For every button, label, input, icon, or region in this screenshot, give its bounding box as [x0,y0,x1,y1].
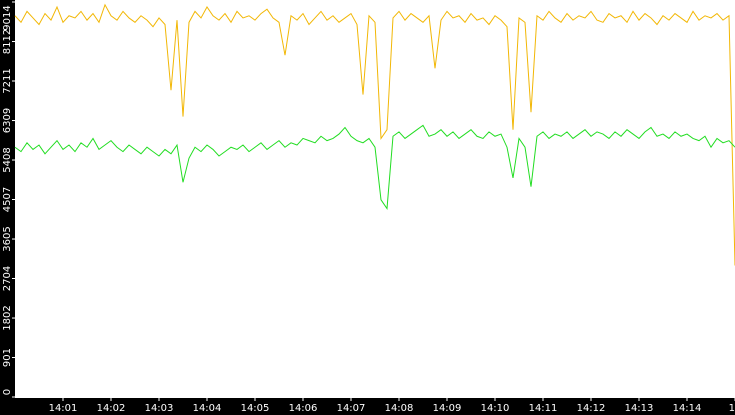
y-tick-label: 6309 [2,108,13,133]
series-line [14,3,735,266]
x-tick-label: 14:11 [529,403,558,414]
y-tick-label: 9014 [2,5,13,30]
x-axis-bar [0,398,735,415]
x-tick-label: 14:12 [577,403,606,414]
x-tick-label: 14:03 [145,403,174,414]
y-axis-bar [0,0,15,415]
x-tick-label: 14:06 [289,403,318,414]
x-tick-label: 14:02 [97,403,126,414]
y-tick-label: 1802 [2,305,13,330]
y-tick-label: 901 [2,348,13,367]
x-tick-label: 14:10 [481,403,510,414]
x-tick-label: 14:08 [385,403,414,414]
y-tick-label: 3605 [2,226,13,251]
y-tick-label: 0 [2,389,13,395]
y-tick-label: 2704 [2,266,13,291]
y-tick-label: 5408 [2,147,13,172]
x-tick-label: 14:01 [49,403,78,414]
x-tick-label: 14:04 [193,403,222,414]
series-line [14,124,735,211]
y-tick-label: 7211 [2,68,13,93]
x-tick-label: 14 [729,403,735,414]
x-tick-label: 14:09 [433,403,462,414]
y-tick-label: 8112 [2,29,13,54]
plot-area [15,0,735,398]
x-tick-label: 14:05 [241,403,270,414]
x-tick-label: 14:13 [625,403,654,414]
y-tick-label: 4507 [2,187,13,212]
x-tick-label: 14:14 [673,403,702,414]
x-tick-label: 14:07 [337,403,366,414]
